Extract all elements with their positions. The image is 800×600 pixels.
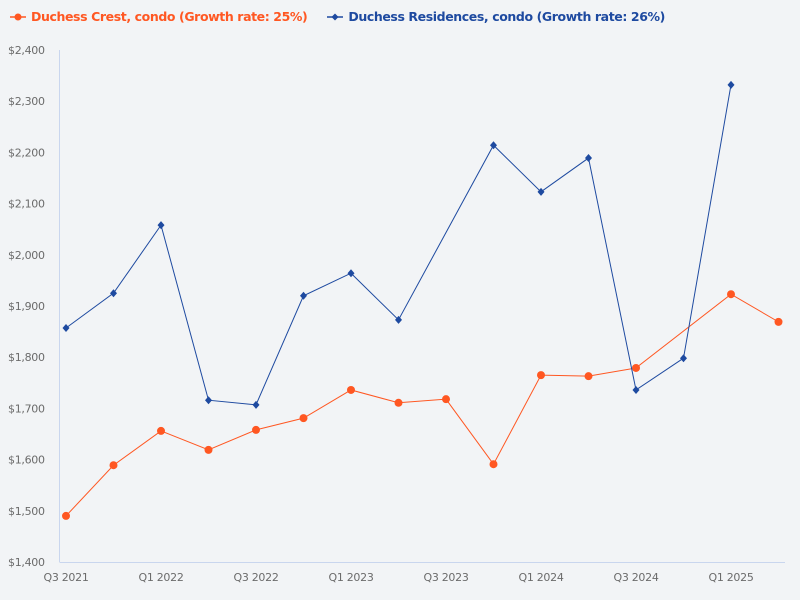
y-tick-label: $1,700 [8, 402, 45, 415]
data-point [537, 371, 545, 380]
data-point [157, 221, 165, 230]
data-point [205, 396, 212, 405]
legend-label: Duchess Crest, condo (Growth rate: 25%) [31, 9, 308, 24]
data-point [394, 398, 403, 407]
data-point [110, 289, 117, 298]
legend-label: Duchess Residences, condo (Growth rate: … [348, 9, 665, 24]
series-line-1 [65, 84, 732, 406]
data-point [395, 315, 402, 324]
data-point [632, 363, 640, 372]
data-point [727, 80, 735, 89]
y-tick-label: $1,500 [8, 505, 45, 518]
data-point [204, 445, 213, 454]
y-tick-label: $2,400 [8, 44, 45, 57]
y-tick-label: $1,900 [8, 300, 45, 313]
data-point [347, 385, 355, 394]
x-tick-label: Q3 2021 [43, 571, 88, 584]
diamond-marker-icon [327, 13, 344, 20]
data-point [252, 425, 260, 434]
data-point [300, 291, 307, 300]
x-tick-label: Q1 2025 [708, 571, 753, 584]
y-tick-label: $1,600 [8, 454, 45, 467]
data-point [680, 354, 687, 363]
data-point [727, 290, 735, 299]
data-point [252, 400, 260, 409]
y-tick-label: $1,400 [8, 556, 45, 569]
data-point [490, 141, 497, 150]
data-point [347, 269, 355, 278]
legend-item-duchess-residences[interactable]: Duchess Residences, condo (Growth rate: … [327, 9, 665, 24]
data-point [585, 154, 592, 163]
data-point [109, 461, 118, 470]
data-point [584, 372, 593, 381]
x-tick-label: Q3 2023 [423, 571, 468, 584]
data-point [632, 385, 640, 394]
y-tick-label: $2,200 [8, 146, 45, 159]
data-point [157, 426, 165, 435]
y-tick-label: $2,300 [8, 95, 45, 108]
data-point [299, 414, 308, 423]
data-point [774, 317, 783, 326]
x-tick-label: Q1 2024 [518, 571, 563, 584]
series-line-0 [65, 293, 779, 517]
data-point [62, 511, 70, 520]
data-point [62, 324, 70, 333]
legend: Duchess Crest, condo (Growth rate: 25%) … [10, 9, 665, 24]
y-tick-label: $2,000 [8, 249, 45, 262]
y-tick-label: $1,800 [8, 351, 45, 364]
x-tick-label: Q1 2023 [328, 571, 373, 584]
data-point [489, 460, 498, 469]
data-point [442, 395, 450, 404]
y-tick-label: $2,100 [8, 198, 45, 211]
legend-item-duchess-crest[interactable]: Duchess Crest, condo (Growth rate: 25%) [10, 9, 308, 24]
x-tick-label: Q3 2024 [613, 571, 658, 584]
circle-marker-icon [10, 13, 26, 20]
x-tick-label: Q1 2022 [138, 571, 183, 584]
x-tick-label: Q3 2022 [233, 571, 278, 584]
data-point [537, 187, 545, 196]
